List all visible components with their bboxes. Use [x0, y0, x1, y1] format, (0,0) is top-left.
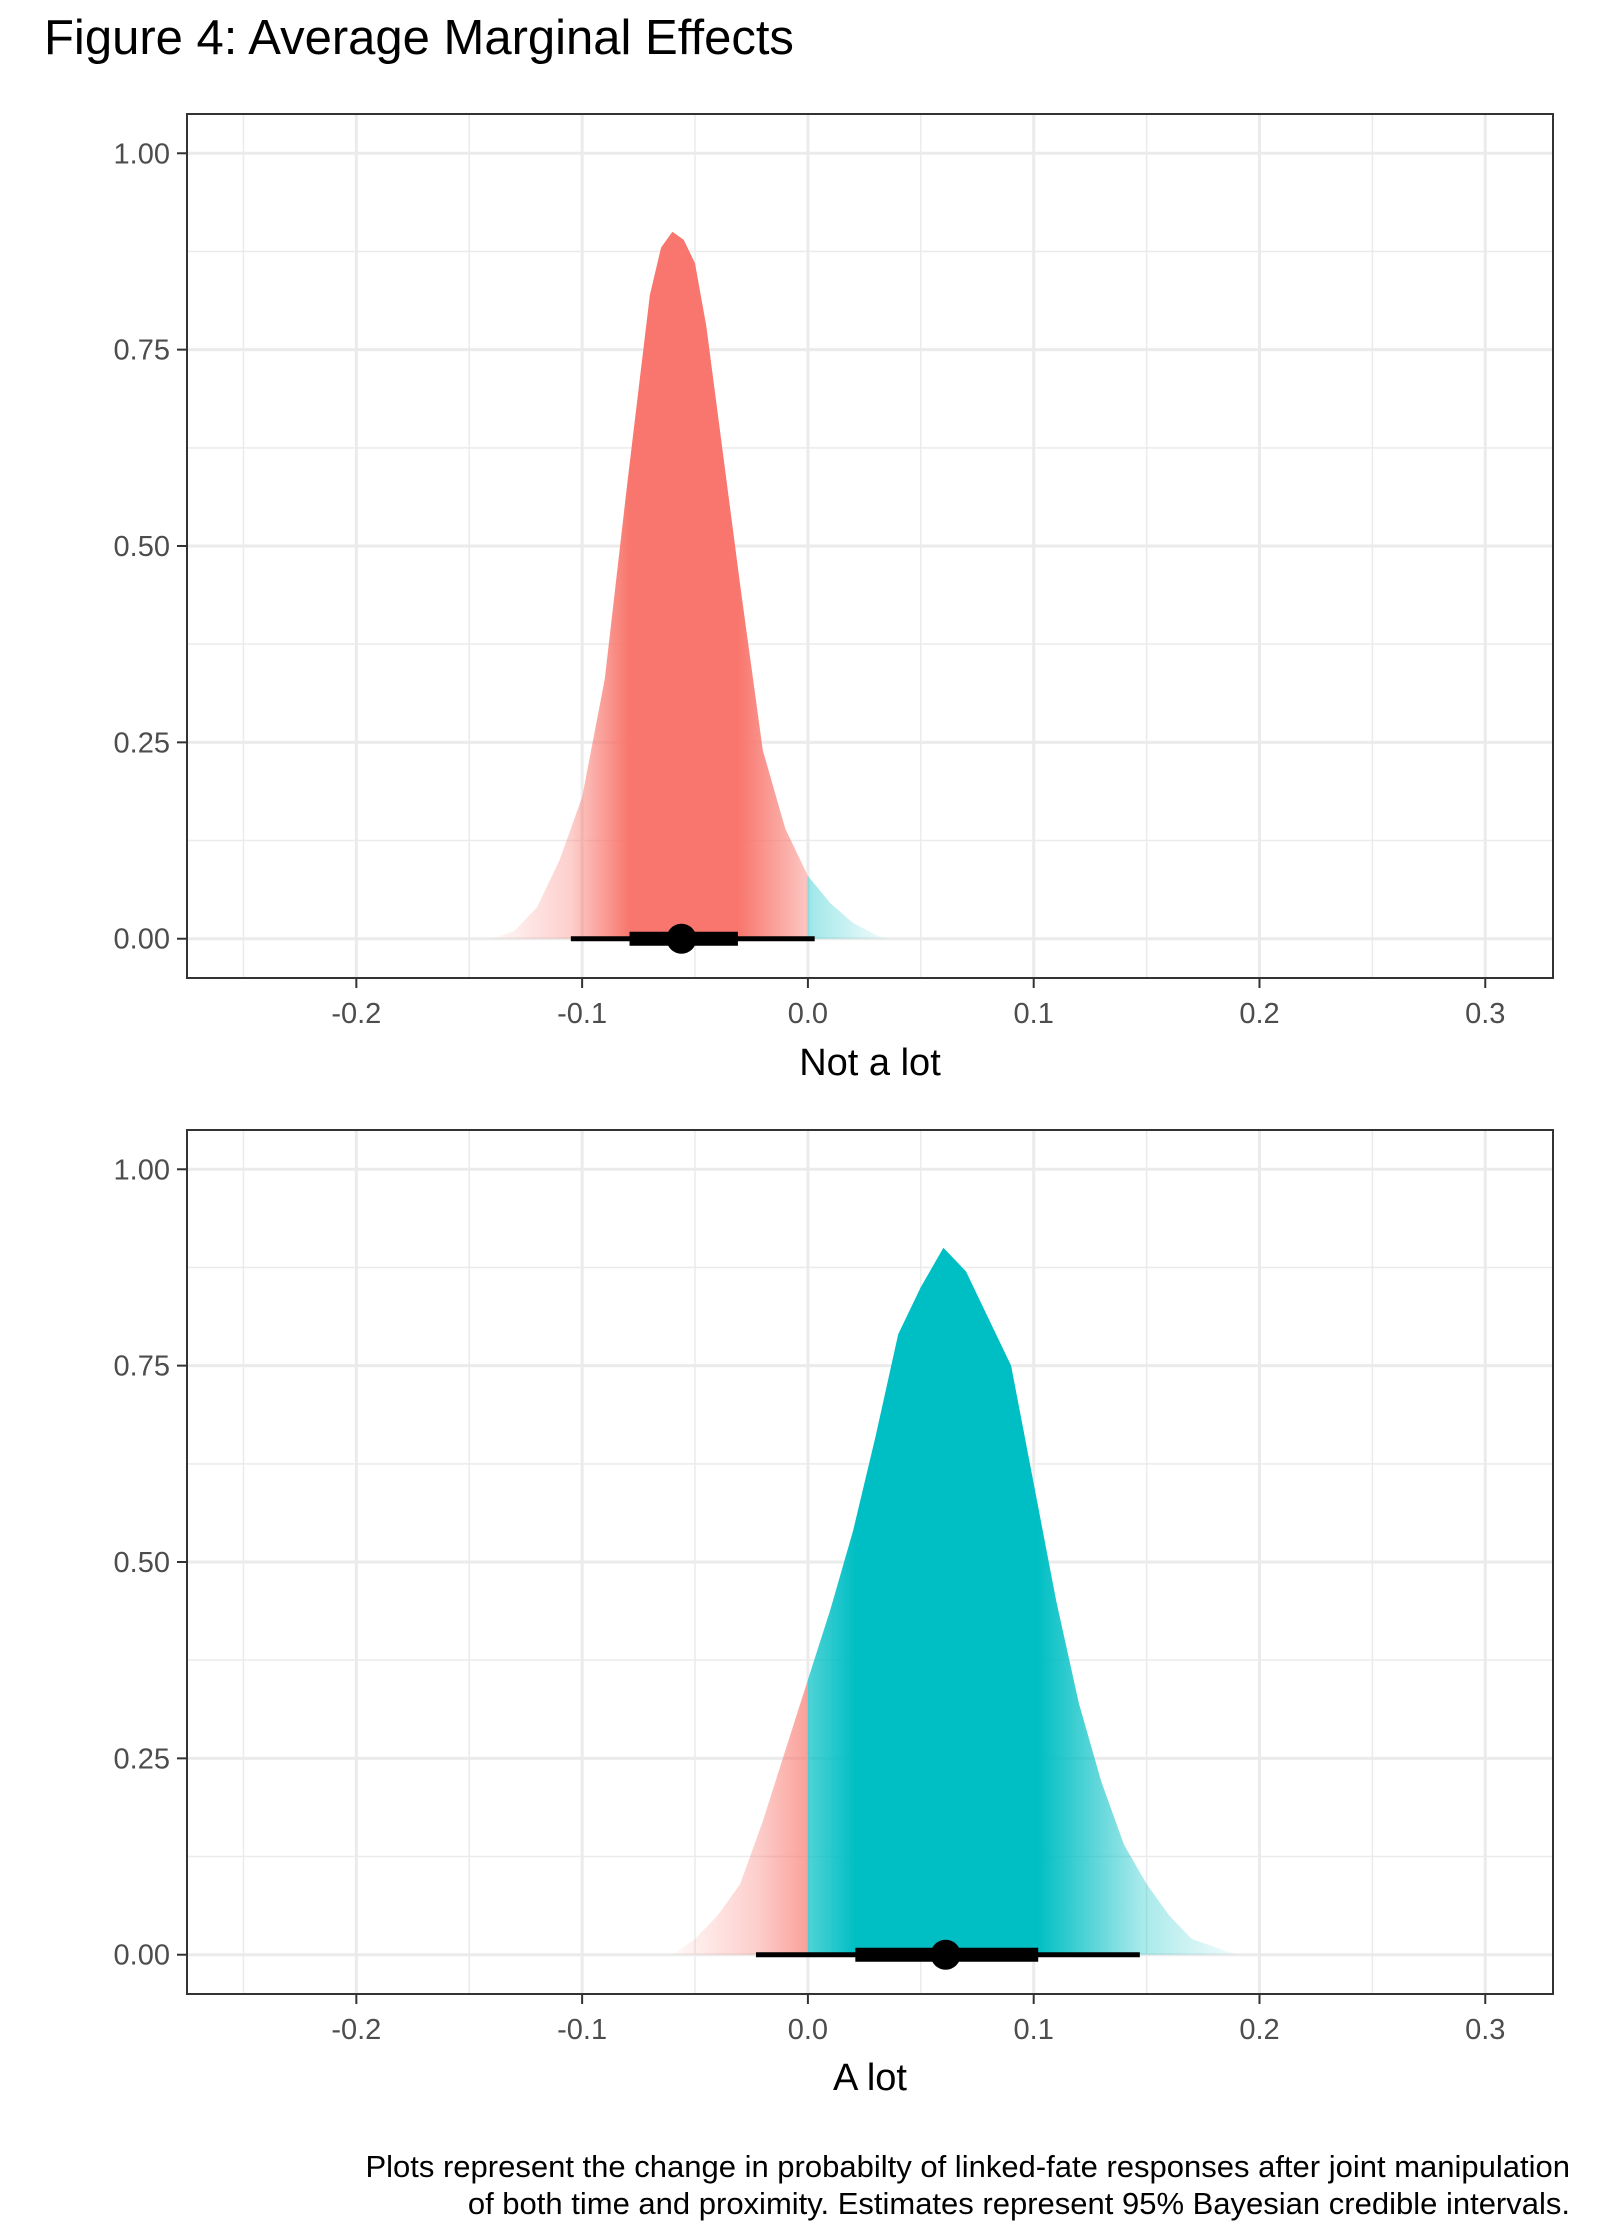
x-tick-label: 0.2 — [1239, 2014, 1279, 2046]
density-negative-region — [672, 1679, 808, 1955]
x-tick-label: -0.2 — [331, 998, 381, 1030]
y-tick-label: 0.75 — [114, 335, 170, 367]
caption-line-1: Plots represent the change in probabilty… — [365, 2149, 1570, 2184]
x-axis: -0.2 -0.1 0.0 0.1 0.2 0.3 — [331, 978, 1505, 1030]
x-tick-label: 0.3 — [1465, 2014, 1505, 2046]
figure-caption: Plots represent the change in probabilty… — [70, 2148, 1570, 2222]
y-tick-label: 0.25 — [114, 1743, 170, 1775]
x-tick-label: -0.1 — [557, 2014, 607, 2046]
x-axis: -0.2 -0.1 0.0 0.1 0.2 0.3 — [331, 1994, 1505, 2046]
y-axis: 0.00 0.25 0.50 0.75 1.00 — [114, 1154, 187, 1972]
panel-not-a-lot: 0.00 0.25 0.50 0.75 1.00 -0.2 -0.1 0.0 0.1 0.2 0.… — [114, 113, 1554, 1084]
x-tick-label: 0.1 — [1014, 2014, 1054, 2046]
y-axis: 0.00 0.25 0.50 0.75 1.00 — [114, 138, 187, 956]
y-tick-label: 0.50 — [114, 1547, 170, 1579]
density-negative-region — [491, 231, 808, 939]
y-tick-label: 0.50 — [114, 531, 170, 563]
y-tick-label: 1.00 — [114, 138, 170, 170]
y-tick-label: 0.00 — [114, 1940, 170, 1972]
x-tick-label: -0.2 — [331, 2014, 381, 2046]
x-tick-label: 0.0 — [788, 998, 828, 1030]
density-positive-region — [807, 1247, 1237, 1955]
point-estimate — [930, 1939, 961, 1970]
gridlines-minor — [187, 114, 1553, 978]
x-tick-label: 0.3 — [1465, 998, 1505, 1030]
y-tick-label: 1.00 — [114, 1154, 170, 1186]
x-tick-label: -0.1 — [557, 998, 607, 1030]
point-estimate — [666, 923, 697, 954]
panel-a-lot: 0.00 0.25 0.50 0.75 1.00 -0.2 -0.1 0.0 0.1 0.2 0.… — [114, 1129, 1554, 2099]
x-tick-label: 0.0 — [788, 2014, 828, 2046]
x-tick-label: 0.1 — [1014, 998, 1054, 1030]
figure-title: Figure 4: Average Marginal Effects — [44, 11, 794, 65]
gridlines-major — [187, 114, 1553, 978]
caption-line-2: of both time and proximity. Estimates re… — [467, 2186, 1570, 2221]
y-tick-label: 0.25 — [114, 727, 170, 759]
x-tick-label: 0.2 — [1239, 998, 1279, 1030]
x-axis-label: Not a lot — [799, 1042, 941, 1084]
y-tick-label: 0.75 — [114, 1351, 170, 1383]
density-positive-region — [807, 875, 887, 939]
y-tick-label: 0.00 — [114, 924, 170, 956]
x-axis-label: A lot — [833, 2057, 907, 2099]
